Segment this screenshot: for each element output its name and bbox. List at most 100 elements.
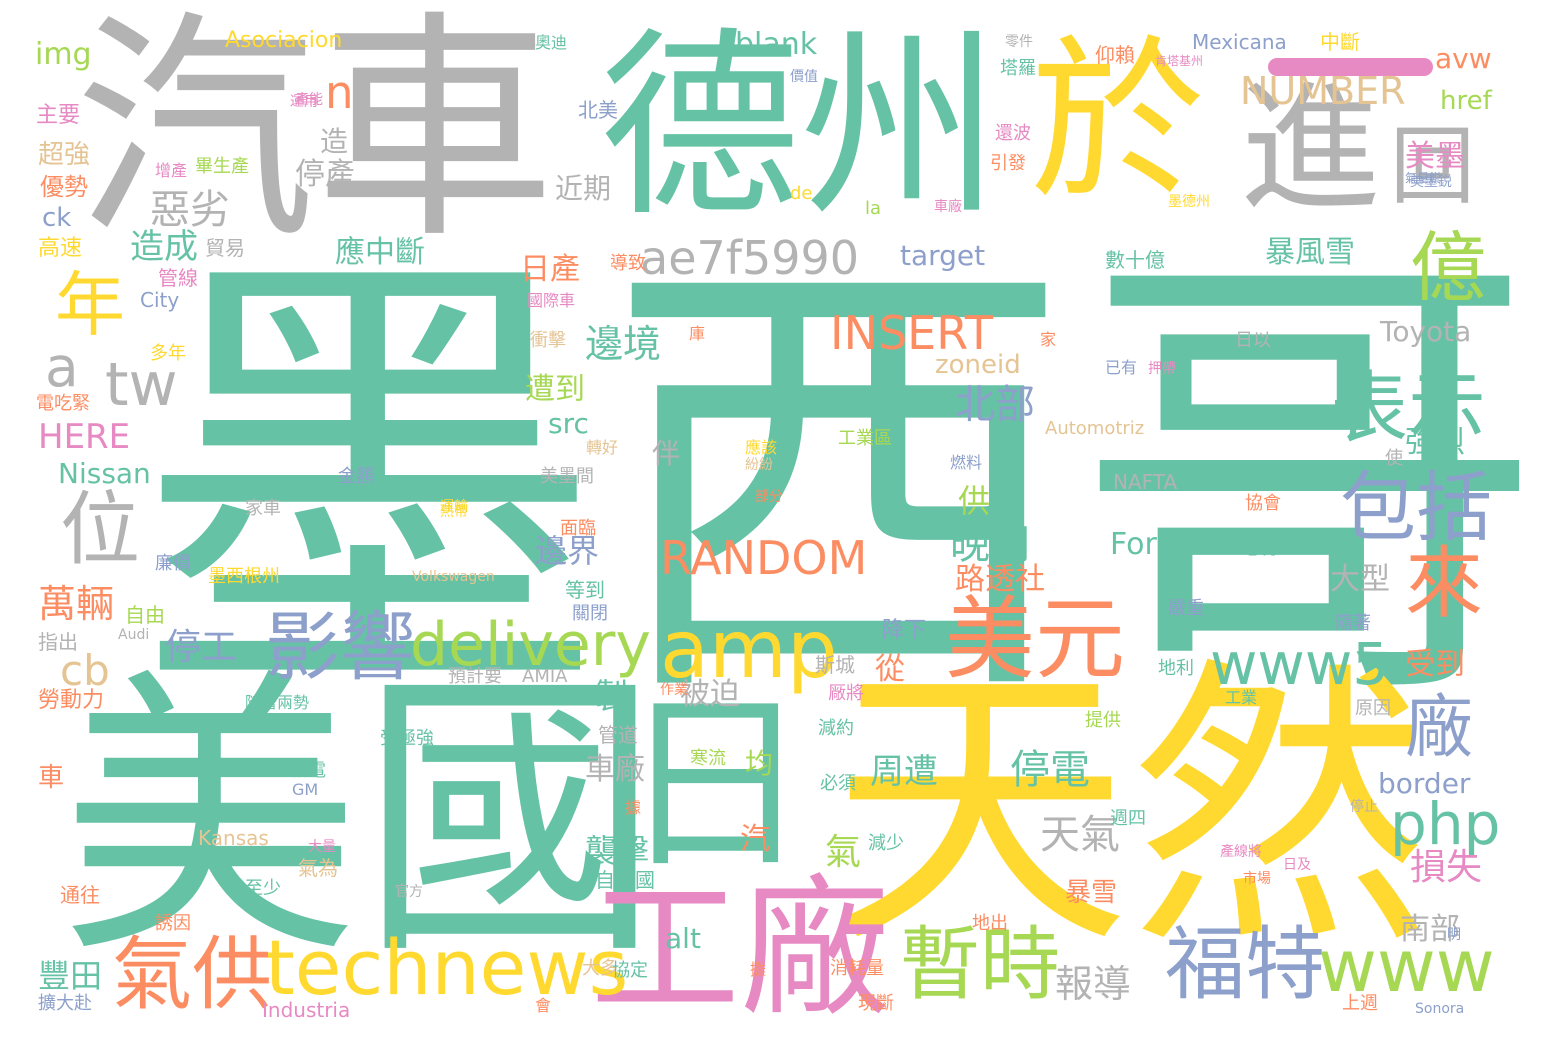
word-cloud-word: 氣 — [825, 832, 862, 873]
word-cloud-word: zoneid — [935, 350, 1021, 380]
word-cloud-word: 導致 — [610, 253, 646, 274]
word-cloud-word: 福特 — [1165, 918, 1325, 1011]
word-cloud-word: 據 — [625, 798, 642, 817]
word-cloud-word: blank — [735, 27, 818, 62]
word-cloud-word: 萬輛 — [38, 582, 115, 626]
word-cloud-word: 日產 — [520, 252, 580, 287]
word-cloud-word: 面臨 — [560, 518, 596, 539]
word-cloud-word: 周遭 — [870, 752, 938, 792]
word-cloud-word: 協會 — [1245, 493, 1281, 514]
word-cloud-word: 襲擊 — [585, 832, 650, 870]
word-cloud-word: 會 — [535, 996, 552, 1015]
word-cloud-word: 明 — [1447, 927, 1461, 943]
word-cloud-word: 豐田 — [38, 957, 103, 995]
word-cloud-word: 運用 — [290, 94, 318, 110]
word-cloud-word: 天然 — [830, 635, 1430, 984]
word-cloud-word: City — [140, 288, 180, 312]
word-cloud-word: HERE — [38, 417, 131, 457]
word-cloud-word: 才 — [735, 511, 749, 527]
word-cloud-word: 遭到 — [525, 372, 585, 407]
word-cloud-word: 週四 — [1110, 808, 1146, 829]
word-cloud-word: 嚴重 — [1168, 598, 1204, 619]
word-cloud-word: 損失 — [1410, 847, 1483, 888]
word-cloud-word: Silao — [218, 424, 252, 440]
word-cloud-word: 家車 — [245, 498, 281, 519]
word-cloud-word: 路透社 — [955, 562, 1045, 597]
word-cloud-word: 減約 — [818, 718, 854, 739]
word-cloud-word: 通往 — [60, 883, 100, 907]
word-cloud-word: 車廠 — [934, 199, 962, 215]
word-cloud-word: 勞動力 — [38, 688, 105, 713]
word-cloud-word: 電現 — [1240, 538, 1276, 559]
word-cloud-word: Kansas — [198, 826, 269, 850]
word-cloud-word: 使 — [1385, 448, 1403, 469]
word-cloud-word: 廉價 — [155, 553, 191, 574]
word-cloud-word: 停止 — [1350, 799, 1378, 815]
word-cloud-word: technews — [265, 923, 629, 1012]
word-cloud-word: 隨著兩勢 — [245, 693, 310, 712]
word-cloud-word: 日及 — [1283, 857, 1311, 873]
word-cloud-word: 惡劣 — [150, 187, 230, 233]
word-cloud-word: 停產 — [295, 157, 355, 192]
word-cloud-word: 大量 — [308, 839, 336, 855]
word-cloud-word: 包括 — [1340, 463, 1492, 552]
word-cloud-word: 已有 — [1105, 358, 1138, 377]
word-cloud-word: 億 — [1410, 223, 1486, 312]
word-cloud-word: 報導 — [1055, 962, 1132, 1006]
word-cloud-word: 回 — [1390, 118, 1476, 217]
word-cloud-word: Toyota — [1380, 315, 1472, 348]
word-cloud-word: 暫時 — [900, 918, 1060, 1011]
word-cloud-word: 官方 — [395, 884, 423, 900]
word-cloud-word: 來 — [1405, 539, 1484, 629]
word-cloud-word: 晚間 — [950, 522, 1030, 568]
word-cloud-word: target — [900, 239, 986, 272]
word-cloud-word: 發電 — [290, 760, 326, 781]
word-cloud-word: tw — [105, 350, 178, 420]
word-cloud-word: 製 — [595, 677, 629, 717]
word-cloud-word: 上週 — [1342, 993, 1378, 1014]
word-cloud-word: alt — [665, 922, 701, 955]
word-cloud-word: 北美 — [578, 98, 618, 122]
word-cloud-word: n — [325, 66, 354, 119]
word-cloud-word: Audi — [118, 627, 150, 643]
word-cloud-word: 作業 — [660, 682, 688, 698]
word-cloud-word: 市場 — [1243, 871, 1271, 887]
word-cloud-word: 產能 — [295, 92, 323, 108]
word-cloud-word: avw — [1435, 42, 1492, 75]
word-cloud-word: php — [1390, 790, 1501, 858]
word-cloud-word: 原因 — [1355, 698, 1391, 719]
word-cloud-word: 表示 — [1330, 364, 1487, 454]
word-cloud-word: 電吃緊 — [36, 393, 90, 414]
word-cloud-word: 寒流 — [690, 748, 726, 769]
word-cloud-word: 現斷 — [858, 993, 894, 1014]
word-cloud-word: 暴風雪 — [1265, 235, 1355, 270]
word-cloud-word: 汽 — [740, 822, 770, 857]
word-cloud-word: 於 — [1030, 21, 1205, 224]
word-cloud-word: 大多 — [582, 958, 618, 979]
word-cloud-word: 產線將 — [1220, 844, 1262, 860]
word-cloud-word: 墨西哥 — [134, 211, 1544, 758]
word-cloud-word: 國際車 — [527, 291, 576, 310]
word-cloud-word: 地利 — [1158, 658, 1194, 679]
word-cloud-word: 廠 — [1405, 689, 1474, 768]
word-cloud-word: 德州 — [600, 11, 1001, 244]
word-cloud-word: 造成 — [130, 227, 198, 267]
word-cloud-word: 消耗量 — [830, 958, 884, 979]
word-cloud-word: Nissan — [58, 457, 151, 490]
word-cloud-word: 運輸 — [440, 499, 468, 515]
word-cloud-word: 厰將 — [828, 683, 864, 704]
word-cloud-word: 引發 — [990, 153, 1026, 174]
word-cloud-word: 攤 — [750, 960, 767, 979]
word-cloud-word: 工廠 — [590, 863, 891, 1037]
word-cloud-word: 仰賴 — [1095, 43, 1135, 67]
word-cloud-word: 美元 — [945, 587, 1125, 692]
word-cloud-word: 供 — [958, 482, 991, 520]
word-cloud-word: 應中斷 — [335, 235, 425, 270]
word-cloud-word: 影響 — [265, 603, 416, 691]
word-cloud-word: 均 — [745, 747, 774, 780]
word-cloud-word: Asociacion — [225, 28, 343, 53]
word-cloud-word: 高速 — [38, 236, 83, 261]
word-cloud-word: 管線 — [158, 266, 198, 290]
word-cloud-word: 超強 — [38, 140, 91, 170]
word-cloud-word: 受極強 — [380, 728, 434, 749]
